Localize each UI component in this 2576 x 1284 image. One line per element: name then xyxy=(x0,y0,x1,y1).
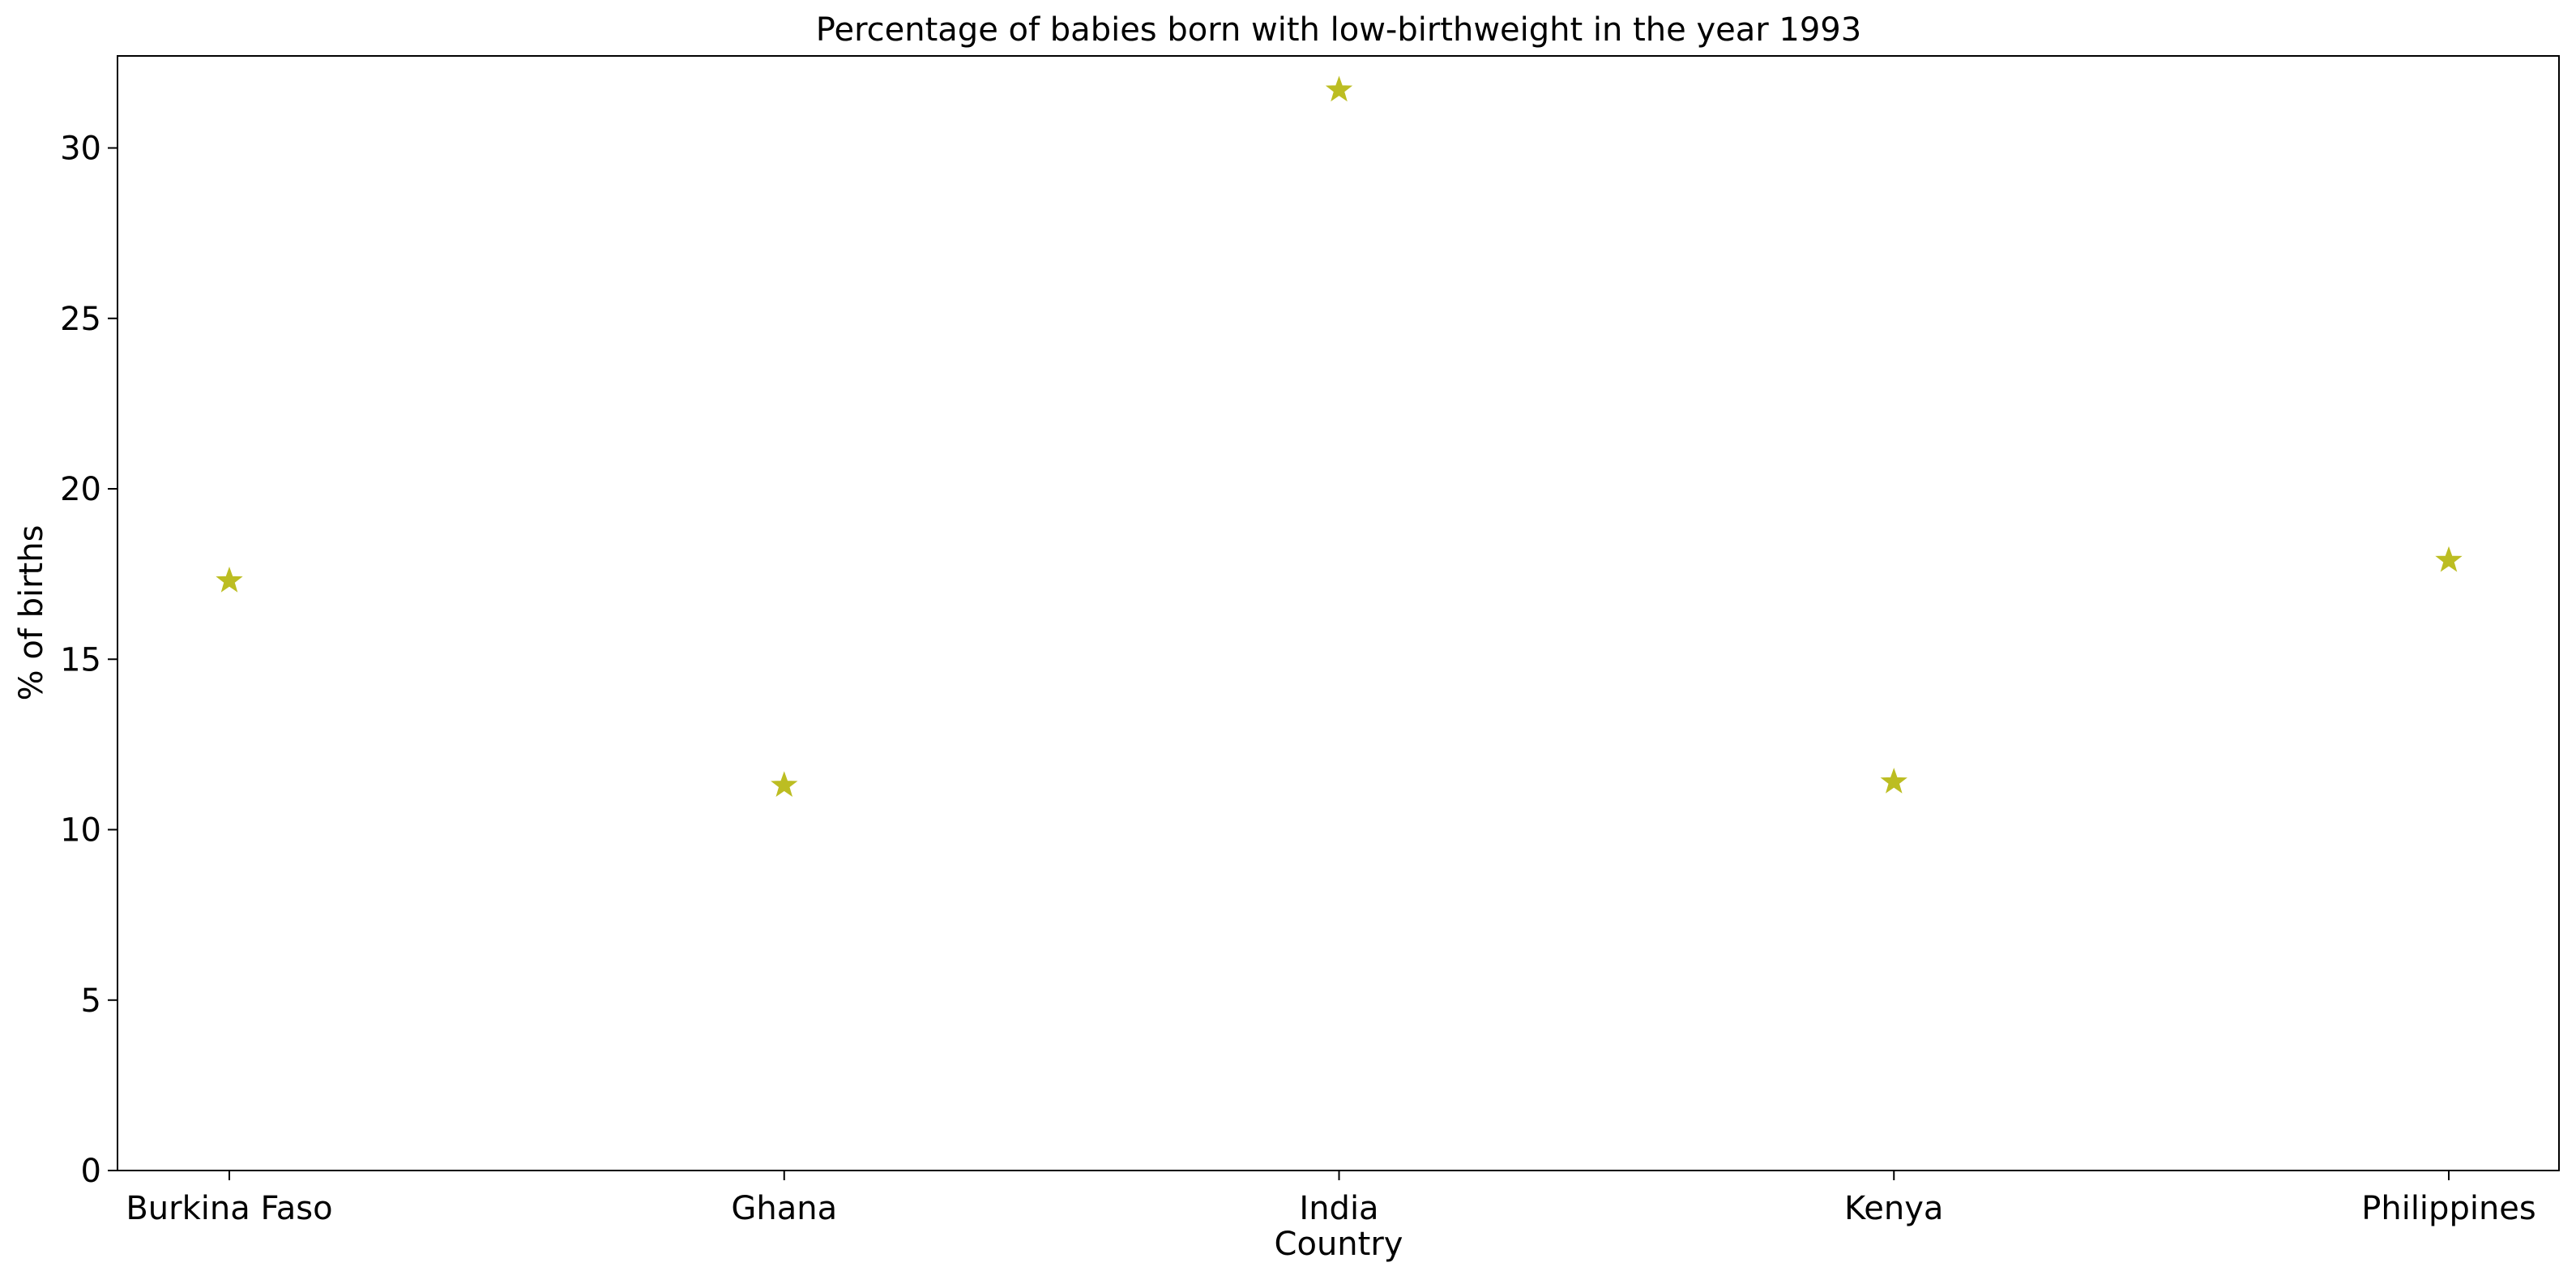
x-axis: Burkina Faso Ghana India Kenya Philippines xyxy=(126,1171,2536,1227)
y-tick-label: 25 xyxy=(60,301,101,338)
y-tick-label: 20 xyxy=(60,471,101,508)
data-point-star xyxy=(216,567,243,593)
plot-area-frame xyxy=(117,55,2560,1171)
data-point-star xyxy=(2435,546,2463,572)
x-tick-label: India xyxy=(1299,1190,1378,1227)
y-tick-label: 0 xyxy=(81,1153,101,1190)
x-axis-title: Country xyxy=(1275,1226,1403,1263)
y-tick-label: 10 xyxy=(60,812,101,850)
data-point-star xyxy=(1325,75,1353,102)
x-tick-label: Ghana xyxy=(731,1190,837,1227)
y-tick-label: 30 xyxy=(60,131,101,168)
data-point-star xyxy=(771,771,798,797)
x-tick-label: Philippines xyxy=(2361,1190,2536,1227)
y-tick-label: 5 xyxy=(81,982,101,1020)
y-axis: 0 5 10 15 20 25 30 xyxy=(60,131,117,1190)
y-axis-title: % of births xyxy=(13,525,50,701)
x-tick-label: Burkina Faso xyxy=(126,1190,332,1227)
chart-title: Percentage of babies born with low-birth… xyxy=(816,11,1861,49)
y-tick-label: 15 xyxy=(60,641,101,678)
data-points xyxy=(216,75,2463,797)
x-tick-label: Kenya xyxy=(1844,1190,1943,1227)
data-point-star xyxy=(1880,768,1907,794)
